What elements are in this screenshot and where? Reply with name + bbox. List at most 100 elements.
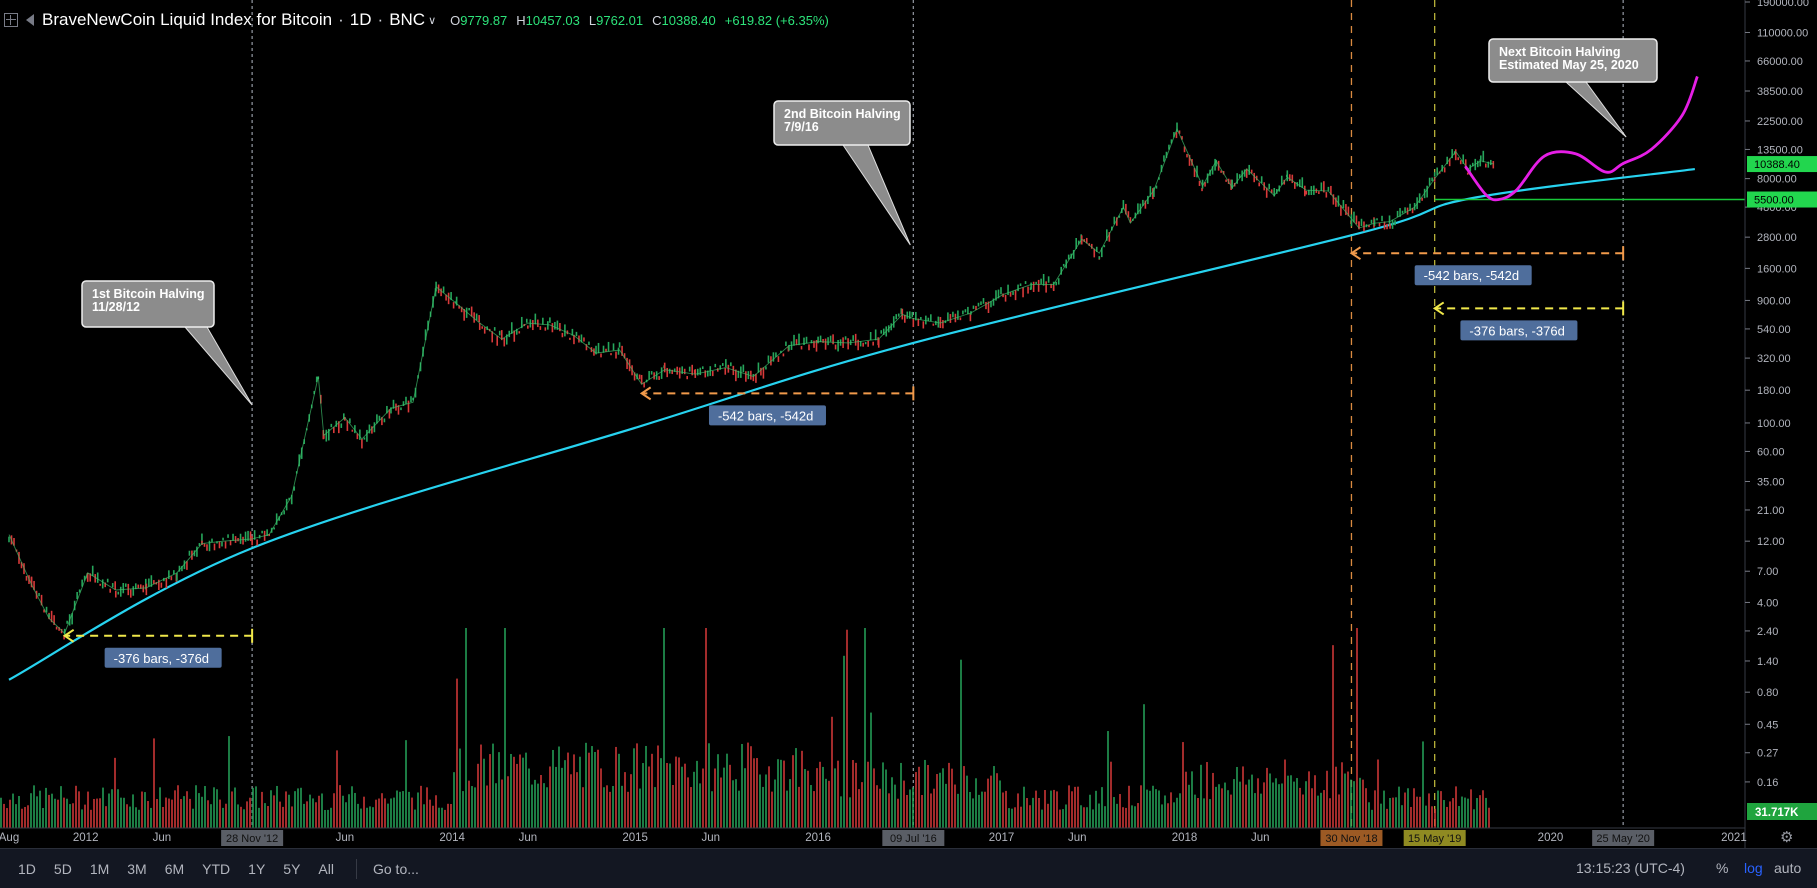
range-5d[interactable]: 5D xyxy=(53,860,72,877)
symbol-title[interactable]: BraveNewCoin Liquid Index for Bitcoin xyxy=(42,10,333,29)
volume-bar xyxy=(228,736,230,828)
volume-bar xyxy=(153,738,155,828)
volume-bar xyxy=(405,740,407,828)
volume-bar xyxy=(375,799,377,828)
volume-bar xyxy=(1308,771,1310,828)
volume-bar xyxy=(1392,797,1394,828)
range-1y[interactable]: 1Y xyxy=(248,860,266,877)
range-1m[interactable]: 1M xyxy=(89,860,110,877)
volume-bar xyxy=(51,793,53,828)
volume-bar xyxy=(21,808,23,828)
volume-bar xyxy=(1365,788,1367,828)
volume-bar xyxy=(696,760,698,828)
flag-icon[interactable] xyxy=(26,14,34,26)
volume-bar xyxy=(1230,794,1232,828)
volume-bar xyxy=(1116,803,1118,828)
volume-bar xyxy=(522,757,524,828)
date-highlight-bg xyxy=(1320,830,1383,846)
range-5y[interactable]: 5Y xyxy=(283,860,301,877)
high-value: H10457.03 xyxy=(516,12,580,28)
volume-bar xyxy=(636,743,638,828)
clock-readout[interactable]: 13:15:23 (UTC-4) xyxy=(1576,860,1685,876)
volume-bar xyxy=(591,746,593,828)
volume-bar xyxy=(843,655,845,828)
price-tick-label: 35.00 xyxy=(1757,476,1785,488)
collapse-icon[interactable] xyxy=(4,13,18,27)
volume-bar xyxy=(606,785,608,828)
volume-bar xyxy=(432,805,434,828)
range-all[interactable]: All xyxy=(318,860,334,877)
volume-bar xyxy=(1164,795,1166,828)
volume-bar xyxy=(846,629,848,828)
volume-bar xyxy=(87,791,89,828)
price-tick-label: 1.40 xyxy=(1757,656,1778,668)
goto-button[interactable]: Go to... xyxy=(372,860,419,877)
range-ytd[interactable]: YTD xyxy=(202,860,231,877)
volume-bar xyxy=(237,804,239,828)
volume-bar xyxy=(810,785,812,828)
volume-bar xyxy=(528,768,530,828)
volume-bar xyxy=(675,756,677,828)
volume-bar xyxy=(270,790,272,828)
volume-bar xyxy=(1380,803,1382,828)
volume-bar xyxy=(66,798,68,828)
volume-bar xyxy=(1203,798,1205,828)
price-chart[interactable]: -376 bars, -376d -542 bars, -542d -542 bar… xyxy=(0,0,1817,848)
volume-bar xyxy=(201,796,203,828)
gear-icon[interactable]: ⚙ xyxy=(1780,828,1793,846)
volume-bar xyxy=(1401,805,1403,828)
range-1d[interactable]: 1D xyxy=(18,860,36,877)
interval-label[interactable]: 1D xyxy=(349,10,372,29)
volume-bar xyxy=(918,766,920,828)
exchange-label[interactable]: BNC xyxy=(389,10,426,29)
volume-bar xyxy=(1356,628,1358,828)
date-highlight-label: 25 May '20 xyxy=(1596,833,1649,845)
volume-bar xyxy=(1212,772,1214,828)
volume-bar xyxy=(1239,781,1241,828)
volume-bar xyxy=(285,791,287,828)
measure-label-box xyxy=(1460,320,1578,341)
volume-bar xyxy=(945,783,947,828)
chevron-down-icon[interactable]: ∨ xyxy=(428,14,437,27)
volume-bar xyxy=(198,793,200,828)
volume-bar xyxy=(747,742,749,828)
volume-bar xyxy=(1275,778,1277,828)
volume-bar xyxy=(1344,773,1346,828)
volume-bar xyxy=(699,783,701,828)
volume-bar xyxy=(159,787,161,828)
auto-toggle[interactable]: auto xyxy=(1774,860,1802,876)
volume-bar xyxy=(891,777,893,828)
volume-bar xyxy=(180,798,182,828)
volume-bar xyxy=(1290,775,1292,828)
volume-bar xyxy=(786,790,788,828)
volume-bar xyxy=(1362,779,1364,828)
volume-bar xyxy=(90,809,92,828)
volume-bar xyxy=(417,792,419,828)
volume-bar xyxy=(156,799,158,828)
open-value: O9779.87 xyxy=(450,12,508,28)
range-3m[interactable]: 3M xyxy=(127,860,147,877)
volume-bar xyxy=(1455,786,1457,828)
volume-bar xyxy=(996,773,998,828)
volume-bar xyxy=(933,788,935,828)
percent-toggle[interactable]: % xyxy=(1716,860,1729,876)
volume-bar xyxy=(1260,793,1262,828)
volume-bar xyxy=(1452,798,1454,828)
volume-bar xyxy=(315,802,317,828)
volume-bar xyxy=(1296,778,1298,828)
volume-bar xyxy=(39,790,41,828)
log-toggle[interactable]: log xyxy=(1744,860,1763,876)
volume-bar xyxy=(999,780,1001,828)
volume-bar xyxy=(837,760,839,828)
volume-bar xyxy=(1218,784,1220,828)
volume-bar xyxy=(264,803,266,828)
date-highlight-bg xyxy=(1403,830,1466,846)
volume-bar xyxy=(33,785,35,828)
price-tick-label: 0.45 xyxy=(1757,719,1778,731)
volume-bar xyxy=(930,793,932,828)
volume-bar xyxy=(1470,789,1472,828)
range-6m[interactable]: 6M xyxy=(164,860,185,877)
